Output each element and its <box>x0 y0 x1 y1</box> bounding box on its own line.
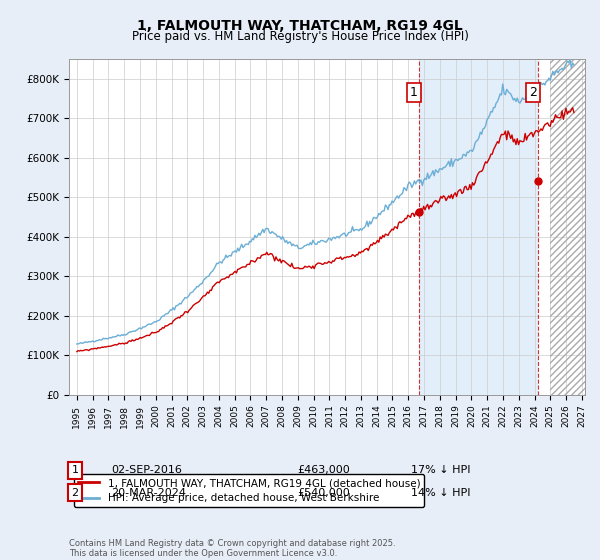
Point <box>414 207 424 216</box>
Text: 1: 1 <box>71 465 79 475</box>
Text: 14% ↓ HPI: 14% ↓ HPI <box>411 488 470 498</box>
Bar <box>550 59 585 395</box>
Point <box>533 177 542 186</box>
Bar <box>419 59 538 395</box>
Text: 2: 2 <box>529 86 537 99</box>
Text: £540,000: £540,000 <box>297 488 350 498</box>
Text: 20-MAR-2024: 20-MAR-2024 <box>111 488 186 498</box>
Text: Price paid vs. HM Land Registry's House Price Index (HPI): Price paid vs. HM Land Registry's House … <box>131 30 469 43</box>
Text: 02-SEP-2016: 02-SEP-2016 <box>111 465 182 475</box>
Text: 17% ↓ HPI: 17% ↓ HPI <box>411 465 470 475</box>
Text: £463,000: £463,000 <box>297 465 350 475</box>
Text: 2: 2 <box>71 488 79 498</box>
Text: 1: 1 <box>410 86 418 99</box>
Text: Contains HM Land Registry data © Crown copyright and database right 2025.
This d: Contains HM Land Registry data © Crown c… <box>69 539 395 558</box>
Text: 1, FALMOUTH WAY, THATCHAM, RG19 4GL: 1, FALMOUTH WAY, THATCHAM, RG19 4GL <box>137 19 463 33</box>
Bar <box>550 59 585 395</box>
Legend: 1, FALMOUTH WAY, THATCHAM, RG19 4GL (detached house), HPI: Average price, detach: 1, FALMOUTH WAY, THATCHAM, RG19 4GL (det… <box>74 474 424 507</box>
